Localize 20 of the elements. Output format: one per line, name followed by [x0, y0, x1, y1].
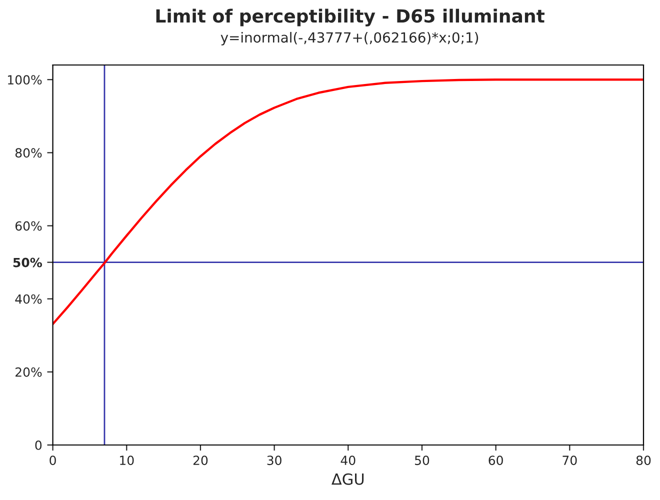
x-tick-label: 70	[562, 456, 577, 466]
y-tick-label: 40%	[15, 294, 42, 304]
x-tick-label: 60	[488, 456, 503, 466]
y-tick-label: 60%	[15, 221, 42, 231]
y-tick-label: 50%	[13, 258, 42, 268]
x-tick-label: 30	[267, 456, 282, 466]
x-tick-label: 10	[120, 456, 134, 466]
y-tick-label: 20%	[16, 367, 42, 377]
x-tick-label: 50	[415, 456, 430, 466]
chart-subtitle: y=inormal(-,43777+(,062166)*x;0;1)	[220, 32, 478, 46]
x-axis-title: ΔGU	[332, 473, 364, 485]
x-tick-label: 20	[193, 456, 208, 466]
y-tick-label: 80%	[15, 148, 42, 158]
x-tick-label: 40	[340, 456, 356, 466]
x-tick-label: 80	[636, 456, 651, 466]
y-tick-label: 0	[35, 440, 42, 450]
x-tick-label: 0	[50, 456, 56, 466]
chart-title: Limit of perceptibility - D65 illuminant	[156, 8, 544, 26]
y-tick-label: 100%	[8, 75, 42, 85]
line-series	[52, 78, 644, 326]
